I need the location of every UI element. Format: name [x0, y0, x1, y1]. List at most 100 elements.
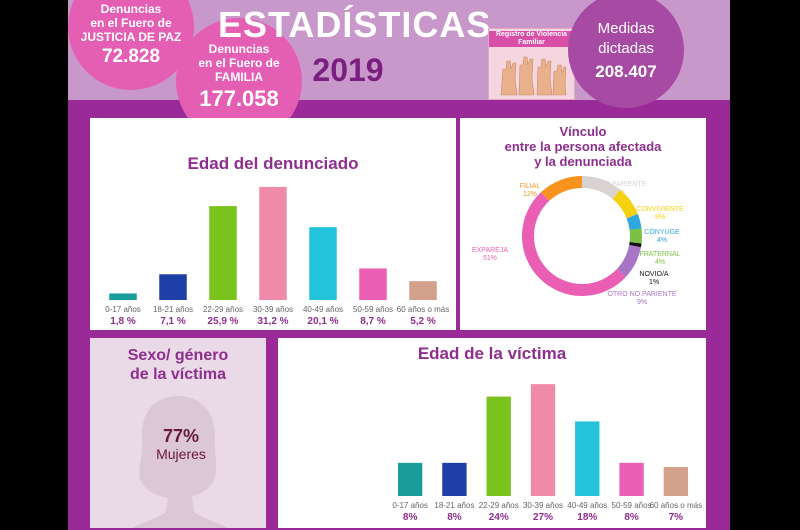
donut-title: Vínculo entre la persona afectada y la d… [460, 124, 706, 169]
victima-category-label-6: 60 años o más [650, 501, 702, 510]
denunciado-value-label-5: 8,7 % [360, 316, 386, 327]
sexo-title: Sexo/ género de la víctima [90, 346, 266, 384]
panel-vinculo: Vínculo entre la persona afectada y la d… [460, 118, 706, 330]
victima-value-label-3: 27% [533, 512, 553, 523]
victima-value-label-6: 7% [669, 512, 684, 523]
donut-slice-0 [540, 176, 583, 202]
denunciado-category-label-6: 60 años o más [397, 305, 449, 314]
chart-title-victima: Edad de la víctima [417, 344, 567, 363]
donut-slice-7 [522, 192, 626, 296]
denunciado-bar-1 [159, 274, 187, 300]
donut-value-3: 4% [657, 237, 667, 244]
denunciado-category-label-4: 40-49 años [303, 305, 343, 314]
victima-category-label-4: 40-49 años [567, 501, 607, 510]
donut-label-3: CÓNYUGE [644, 227, 680, 236]
stat-medidas-label-2: dictadas [598, 40, 654, 57]
chart-edad-victima: 0-17 años 8% 18-21 años 8% 22-29 años 24% 30-3… [392, 384, 702, 523]
donut-value-2: 8% [655, 214, 665, 221]
panel-edad-victima: Edad de la víctima 0-17 años 8% 18-21 años… [278, 338, 706, 528]
donut-label-7: EXPAREJA [472, 247, 508, 254]
donut-label-6: OTRO NO PARIENTE [607, 291, 676, 298]
donut-slice-1 [581, 176, 621, 200]
victima-value-label-1: 8% [447, 512, 462, 523]
donut-slice-3 [626, 213, 642, 231]
denunciado-bar-4 [309, 227, 337, 300]
donut-slice-5 [629, 241, 642, 248]
victima-value-label-4: 18% [577, 512, 597, 523]
logo-text: Registro de Violencia Familiar [489, 31, 574, 47]
donut-label-0: FILIAL [520, 183, 541, 190]
stat-medidas-circle: Medidas dictadas 208.407 [568, 0, 684, 108]
donut-value-5: 1% [649, 279, 659, 286]
donut-value-7: 51% [483, 255, 497, 262]
victima-bar-6 [663, 467, 689, 496]
stat-familia-label-2: en el Fuero de [198, 56, 280, 70]
stat-familia-label-3: FAMILIA [215, 70, 263, 84]
donut-value-4: 4% [655, 259, 665, 266]
stat-paz-label-2: en el Fuero de [90, 16, 172, 30]
chart-title-denunciado: Edad del denunciado [187, 154, 359, 173]
denunciado-bar-6 [409, 281, 437, 300]
infographic: Denuncias en el Fuero de JUSTICIA DE PAZ… [68, 0, 730, 530]
denunciado-bar-2 [209, 206, 237, 300]
woman-silhouette-icon [132, 396, 228, 528]
denunciado-category-label-2: 22-29 años [203, 305, 243, 314]
denunciado-bar-3 [259, 186, 287, 300]
victima-value-label-5: 8% [624, 512, 639, 523]
victima-bar-2 [486, 396, 511, 496]
sexo-percentage: 77% [162, 426, 200, 446]
donut-value-0: 12% [523, 191, 537, 198]
page-year: 2019 [312, 52, 384, 88]
donut-label-5: NOVIO/A [639, 271, 669, 278]
denunciado-category-label-0: 0-17 años [105, 305, 141, 314]
stat-paz-label-1: Denuncias [100, 2, 162, 16]
sexo-title-line-2: de la víctima [129, 366, 227, 383]
denunciado-value-label-1: 7,1 % [160, 316, 186, 327]
denunciado-value-label-3: 31,2 % [257, 316, 288, 327]
chart-edad-denunciado: 0-17 años 1,8 % 18-21 años 7,1 % 22-29 años 2… [105, 186, 449, 327]
donut-label-2: CONVIVIENTE [636, 206, 684, 213]
victima-value-label-0: 8% [403, 512, 418, 523]
donut-label-4: FRATERNAL [639, 251, 680, 258]
denunciado-bar-5 [359, 268, 387, 300]
denunciado-bar-0 [109, 293, 137, 300]
raised-hands-icon [500, 56, 567, 96]
victima-bar-0 [397, 462, 423, 496]
victima-category-label-5: 50-59 años [612, 501, 652, 510]
donut-value-6: 9% [637, 299, 647, 306]
donut-title-line-2: entre la persona afectada [504, 139, 662, 154]
stat-medidas-value: 208.407 [595, 62, 657, 81]
victima-bar-3 [530, 384, 556, 496]
header-band: Denuncias en el Fuero de JUSTICIA DE PAZ… [68, 0, 730, 144]
denunciado-value-label-2: 25,9 % [207, 316, 238, 327]
denunciado-value-label-4: 20,1 % [307, 316, 338, 327]
donut-title-line-3: y la denunciada [534, 154, 632, 169]
sexo-title-line-1: Sexo/ género [127, 347, 229, 364]
victima-category-label-0: 0-17 años [392, 501, 428, 510]
denunciado-value-label-0: 1,8 % [110, 316, 136, 327]
victima-value-label-2: 24% [489, 512, 509, 523]
stat-familia-value: 177.058 [199, 86, 279, 111]
victima-bar-4 [575, 421, 600, 496]
stat-paz-value: 72.828 [101, 46, 161, 67]
sexo-label: Mujeres [156, 446, 206, 462]
victima-category-label-2: 22-29 años [479, 501, 519, 510]
victima-category-label-1: 18-21 años [434, 501, 474, 510]
donut-slice-2 [612, 189, 638, 219]
panel-edad-denunciado: Edad del denunciado 0-17 años 1,8 % 18-21 … [90, 118, 456, 330]
stat-paz-label-3: JUSTICIA DE PAZ [80, 30, 182, 44]
donut-slice-6 [616, 244, 641, 278]
victima-bar-1 [442, 462, 467, 496]
registro-logo: Registro de Violencia Familiar [488, 28, 575, 100]
denunciado-category-label-5: 50-59 años [353, 305, 393, 314]
denunciado-category-label-3: 30-39 años [253, 305, 293, 314]
page-title: ESTADÍSTICAS [218, 4, 492, 45]
stat-medidas-label-1: Medidas [597, 20, 655, 37]
victima-bar-5 [619, 462, 644, 496]
stat-familia-label-1: Denuncias [208, 42, 270, 56]
donut-label-1: OTRO PARIENTE [590, 181, 647, 188]
denunciado-value-label-6: 5,2 % [410, 316, 436, 327]
denunciado-category-label-1: 18-21 años [153, 305, 193, 314]
panel-sexo: Sexo/ género de la víctima 77% Mujeres [90, 338, 266, 528]
